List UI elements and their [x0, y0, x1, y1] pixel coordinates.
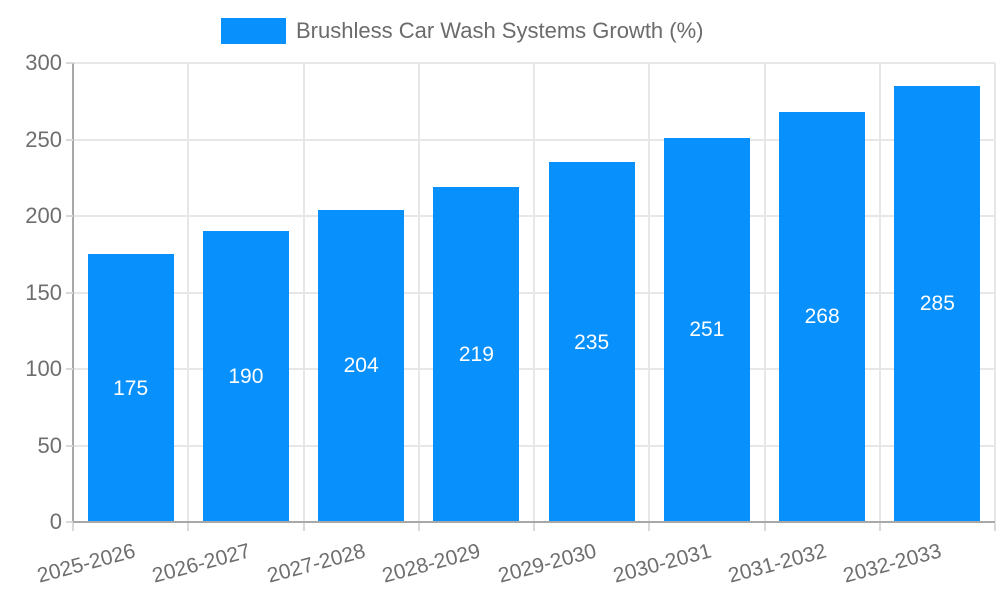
- bar-value-label: 285: [919, 292, 955, 316]
- y-tick-mark: [66, 521, 73, 523]
- bar-value-label: 251: [689, 318, 725, 342]
- x-gridline: [878, 63, 881, 522]
- bar: 175: [87, 254, 174, 522]
- x-tick-mark: [994, 523, 996, 531]
- x-tick-mark: [302, 523, 305, 531]
- y-tick-label: 0: [49, 509, 62, 534]
- x-axis-line: [66, 521, 995, 523]
- plot-area: 175 190 204 219 235 251 268 285: [73, 62, 996, 522]
- x-gridline: [533, 63, 535, 522]
- x-tick-mark: [878, 523, 881, 531]
- bar: 251: [663, 137, 750, 522]
- y-tick-label: 250: [25, 126, 62, 152]
- bar-value-label: 268: [804, 305, 840, 329]
- legend-item[interactable]: Brushless Car Wash Systems Growth (%): [221, 17, 704, 45]
- bar: 219: [433, 186, 520, 522]
- y-tick-label: 100: [25, 356, 62, 381]
- legend-swatch: [221, 18, 286, 44]
- x-gridline: [994, 63, 996, 522]
- y-tick-mark: [66, 215, 73, 217]
- y-tick-mark: [66, 62, 73, 64]
- bar-value-label: 190: [228, 365, 264, 389]
- x-gridline: [302, 63, 305, 522]
- bar-value-label: 175: [113, 376, 149, 400]
- x-tick-mark: [763, 523, 766, 531]
- x-tick-mark: [72, 523, 74, 531]
- y-tick-mark: [66, 368, 73, 370]
- bar: 285: [894, 85, 981, 522]
- x-gridline: [187, 63, 190, 522]
- x-gridline: [763, 63, 766, 522]
- y-axis-line: [72, 63, 74, 530]
- bar-value-label: 219: [458, 342, 494, 366]
- x-gridline: [648, 63, 651, 522]
- bar-value-label: 235: [574, 330, 610, 354]
- x-gridline: [417, 63, 420, 522]
- x-tick-mark: [533, 523, 535, 531]
- y-tick-mark: [66, 291, 73, 294]
- bar: 190: [202, 231, 289, 522]
- bar-value-label: 204: [343, 354, 379, 378]
- bar: 268: [779, 111, 866, 522]
- x-tick-mark: [648, 523, 651, 531]
- y-tick-label: 300: [25, 50, 62, 75]
- y-tick-label: 50: [37, 432, 62, 458]
- legend-label: Brushless Car Wash Systems Growth (%): [296, 18, 704, 43]
- bar: 204: [318, 209, 405, 522]
- y-tick-mark: [66, 444, 73, 447]
- y-tick-mark: [66, 138, 73, 141]
- x-tick-mark: [187, 523, 190, 531]
- bar: 235: [548, 162, 635, 522]
- y-tick-label: 150: [25, 279, 62, 305]
- x-tick-mark: [417, 523, 420, 531]
- y-tick-label: 200: [25, 203, 62, 228]
